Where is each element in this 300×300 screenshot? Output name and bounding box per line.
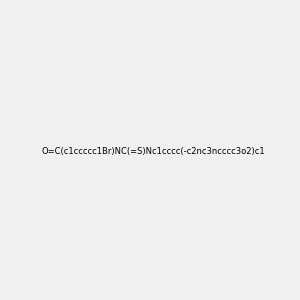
Text: O=C(c1ccccc1Br)NC(=S)Nc1cccc(-c2nc3ncccc3o2)c1: O=C(c1ccccc1Br)NC(=S)Nc1cccc(-c2nc3ncccc… [42, 147, 266, 156]
